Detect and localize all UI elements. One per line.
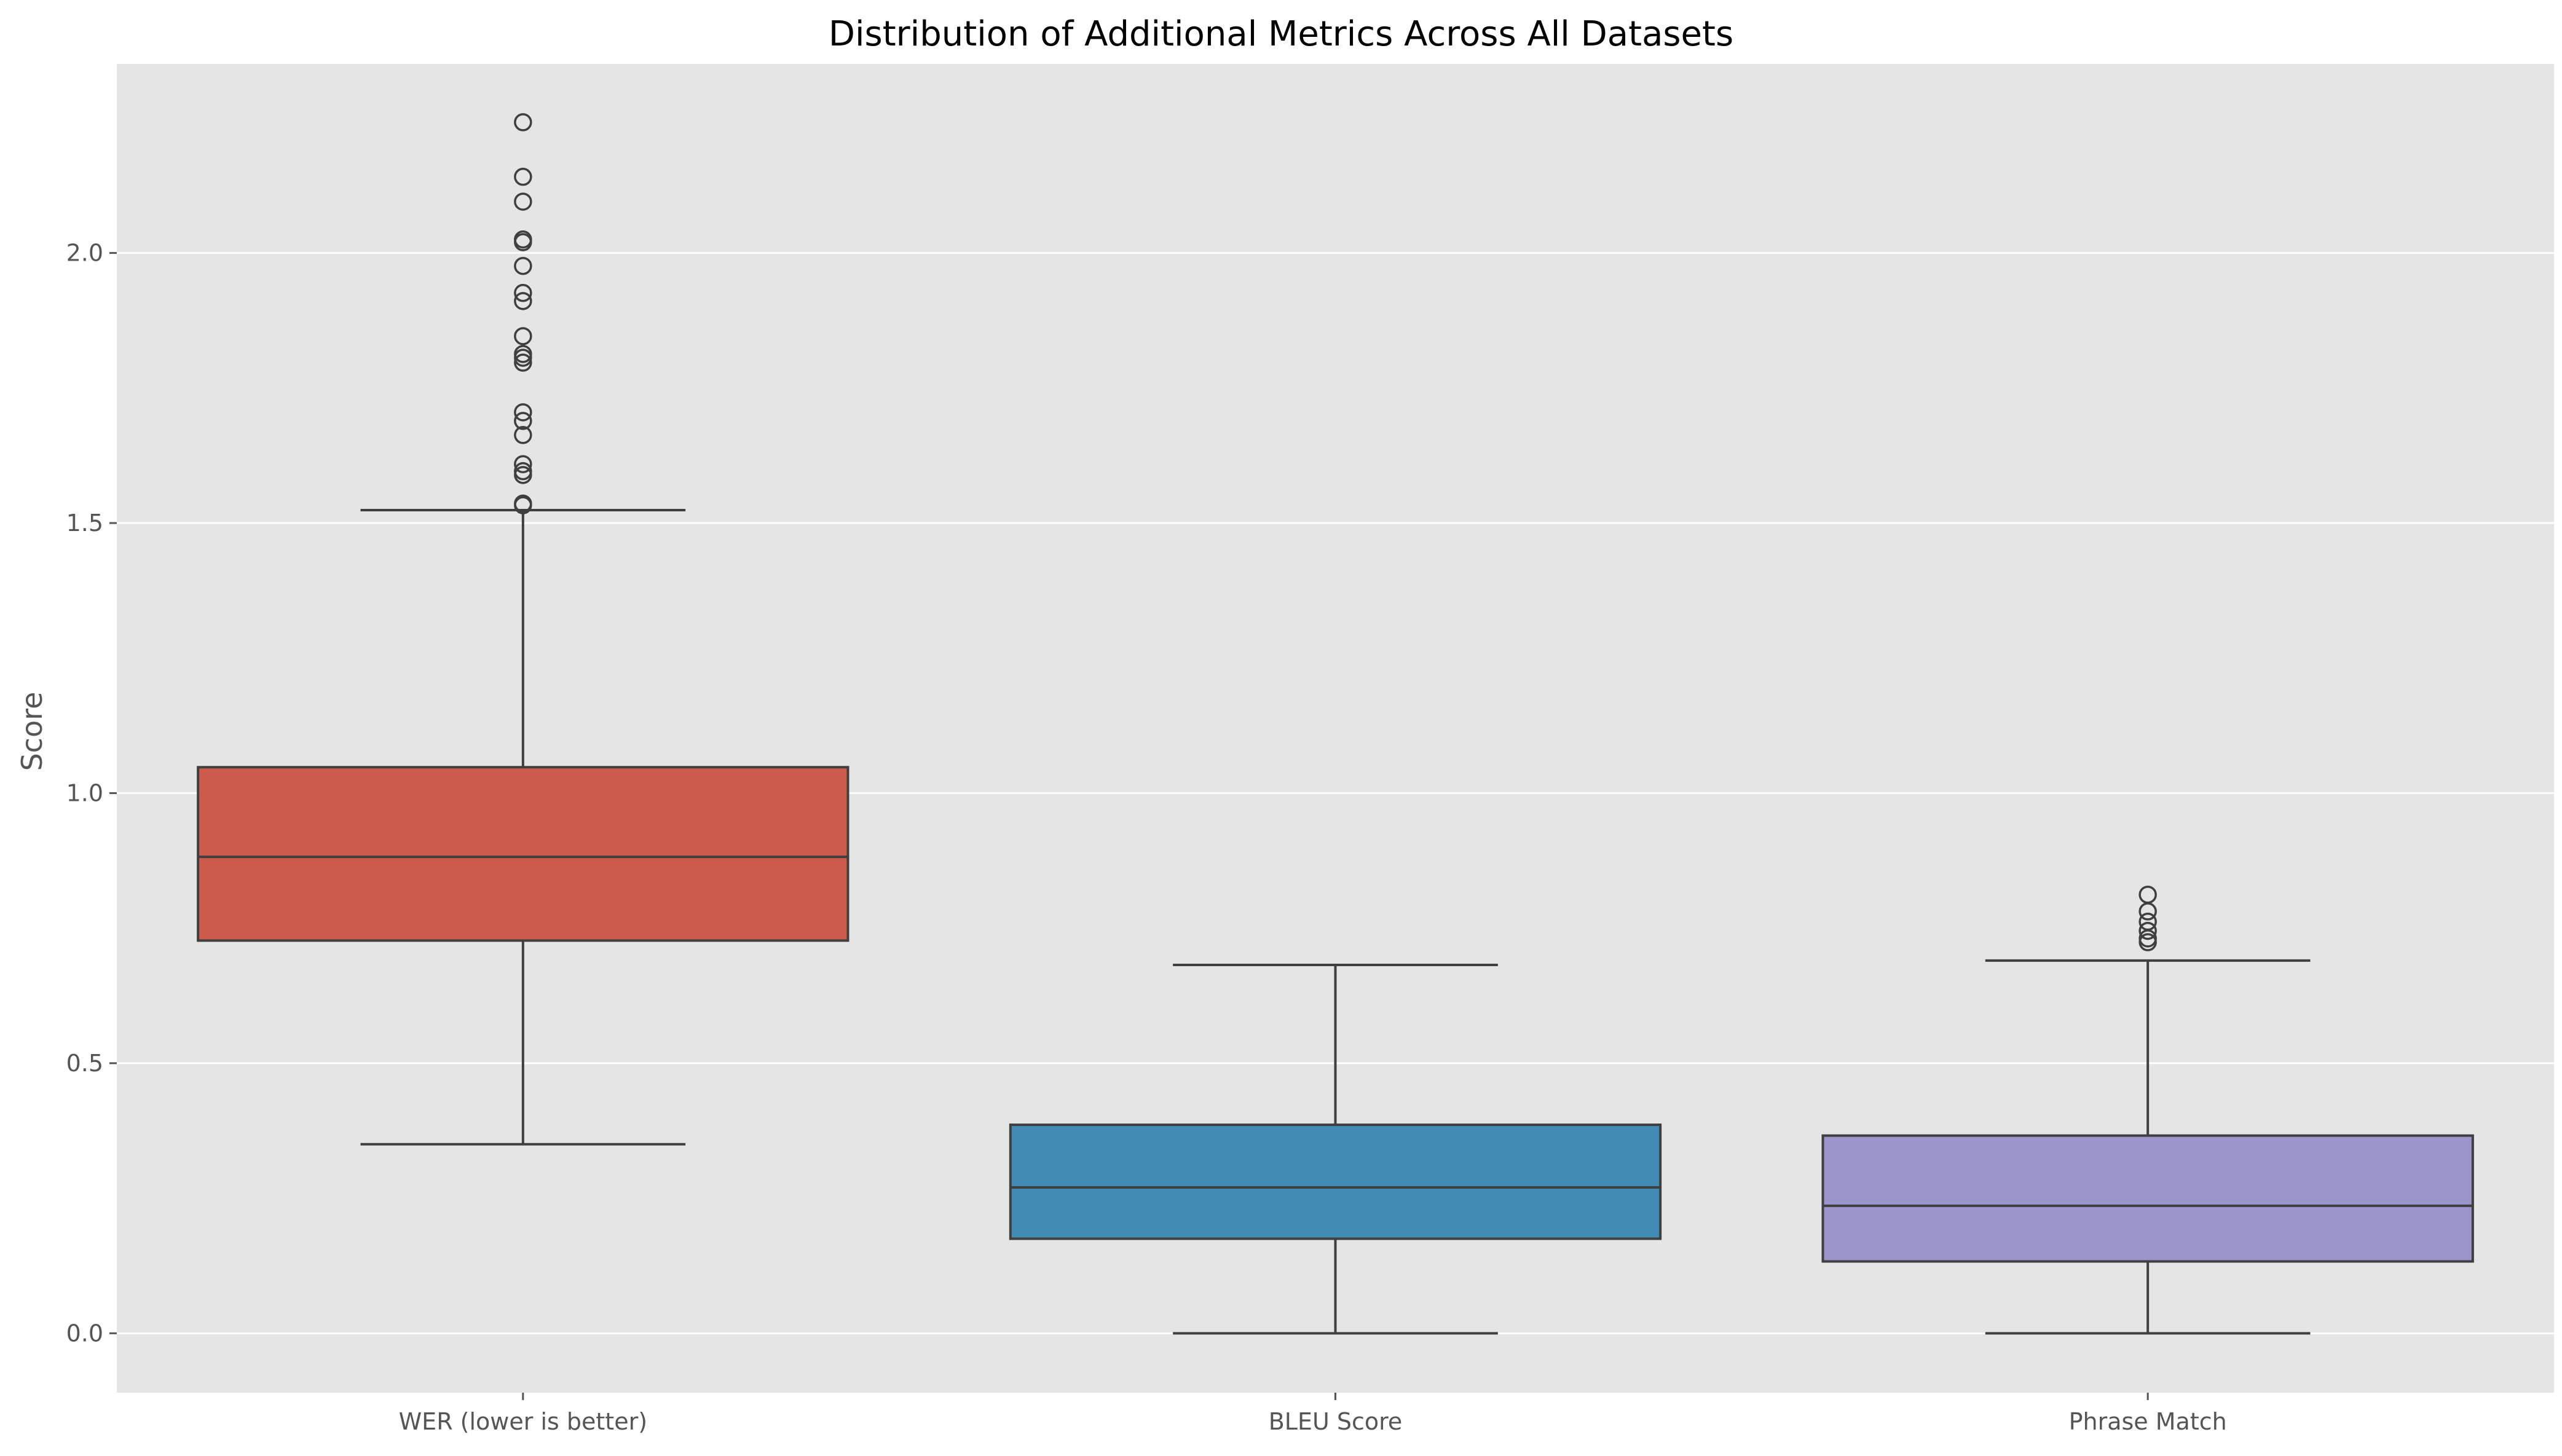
outlier-point — [514, 403, 532, 422]
outlier-point — [514, 494, 532, 513]
iqr-box — [197, 766, 849, 942]
chart-title: Distribution of Additional Metrics Acros… — [829, 14, 1733, 54]
y-axis-ticks: 0.0 0.5 1.0 1.5 2.0 — [66, 240, 117, 1347]
outlier-point — [514, 412, 532, 430]
x-tick-label: WER (lower is better) — [399, 1408, 647, 1435]
box-group — [1821, 885, 2474, 1335]
outlier-point — [514, 256, 532, 275]
box-group — [1009, 963, 1662, 1335]
y-tick-label: 1.0 — [66, 779, 103, 806]
y-tick-label: 0.5 — [66, 1050, 103, 1077]
outlier-point — [2138, 885, 2157, 904]
box-plots — [197, 113, 2474, 1335]
box-group — [197, 113, 849, 1146]
outlier-point — [514, 192, 532, 211]
outlier-point — [514, 167, 532, 186]
outlier-point — [514, 462, 532, 481]
y-axis-label: Score — [15, 692, 49, 771]
x-tick-label: BLEU Score — [1269, 1408, 1403, 1435]
outlier-point — [514, 292, 532, 310]
y-tick-label: 2.0 — [66, 240, 103, 267]
outlier-point — [514, 353, 532, 372]
iqr-box — [1009, 1123, 1662, 1240]
x-axis-ticks: WER (lower is better) BLEU Score Phrase Ma… — [399, 1393, 2227, 1435]
outlier-point — [514, 283, 532, 302]
iqr-box — [1821, 1134, 2474, 1263]
outlier-point — [514, 345, 532, 363]
x-tick-label: Phrase Match — [2069, 1408, 2227, 1435]
outlier-point — [514, 455, 532, 473]
outlier-point — [514, 426, 532, 444]
outlier-point — [514, 327, 532, 345]
y-tick-label: 0.0 — [66, 1320, 103, 1347]
outlier-point — [2138, 921, 2157, 940]
y-tick-label: 1.5 — [66, 510, 103, 537]
outlier-point — [514, 113, 532, 132]
outlier-point — [2138, 912, 2157, 931]
outlier-point — [514, 230, 532, 249]
